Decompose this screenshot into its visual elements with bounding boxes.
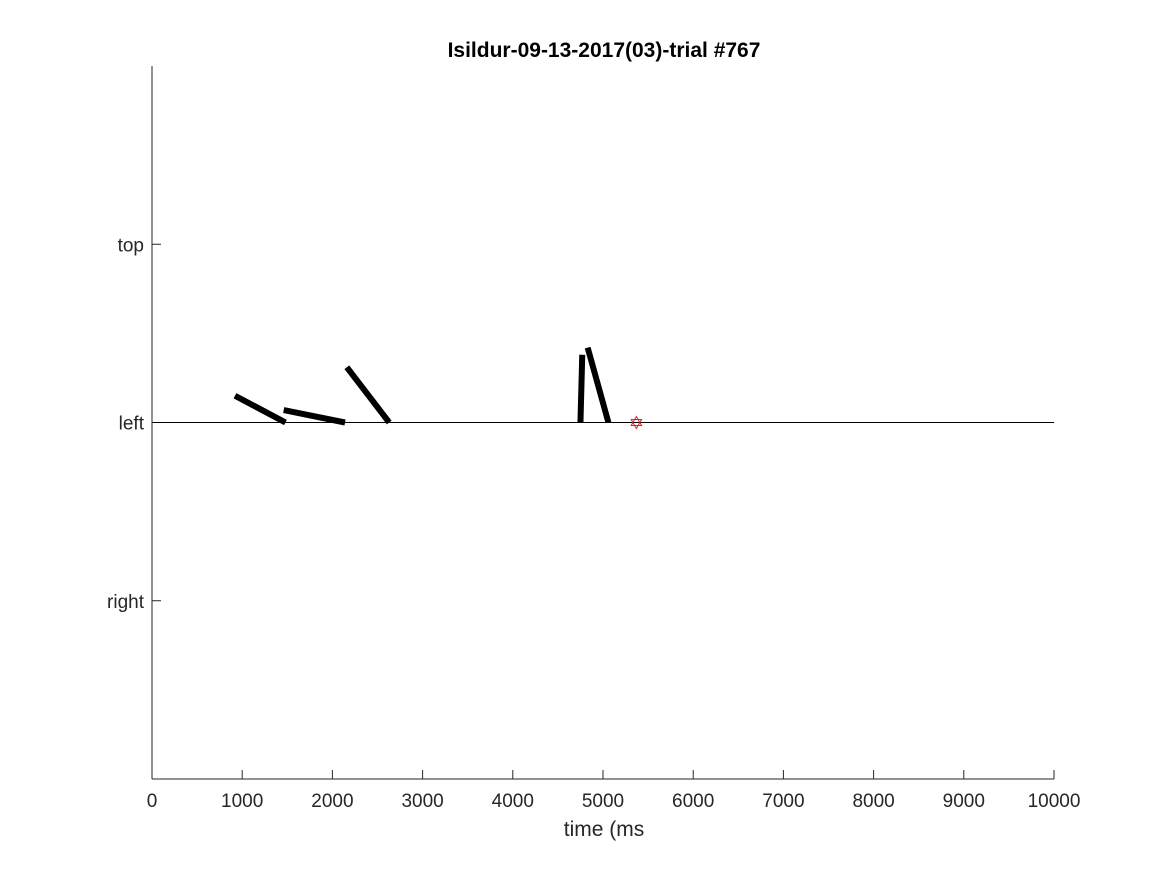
x-tick-label: 6000 [672,791,714,812]
y-tick-label: right [107,592,145,613]
x-tick-label: 3000 [401,791,443,812]
hexagram-marker-down [630,419,643,430]
x-tick-label: 2000 [311,791,353,812]
x-tick-label: 4000 [492,791,534,812]
chart-title: Isildur-09-13-2017(03)-trial #767 [448,39,761,62]
response-segment [577,354,586,423]
y-tick-label: left [119,414,145,435]
x-axis-label: time (ms [564,818,645,841]
y-tick-label: top [118,235,144,256]
x-tick-label: 8000 [852,791,894,812]
response-segment [233,393,287,426]
x-tick-label: 1000 [221,791,263,812]
x-tick-label: 5000 [582,791,624,812]
plot-area: 0 1000 2000 3000 4000 5000 6000 7000 8000 9000 100… [107,66,1080,812]
x-tick-label: 10000 [1028,791,1081,812]
response-segment [584,346,612,424]
response-segment [344,365,392,425]
x-tick-label: 7000 [762,791,804,812]
x-tick-label: 0 [147,791,158,812]
x-tick-label: 9000 [943,791,985,812]
hexagram-marker-up [630,415,643,426]
response-segment [283,407,346,426]
